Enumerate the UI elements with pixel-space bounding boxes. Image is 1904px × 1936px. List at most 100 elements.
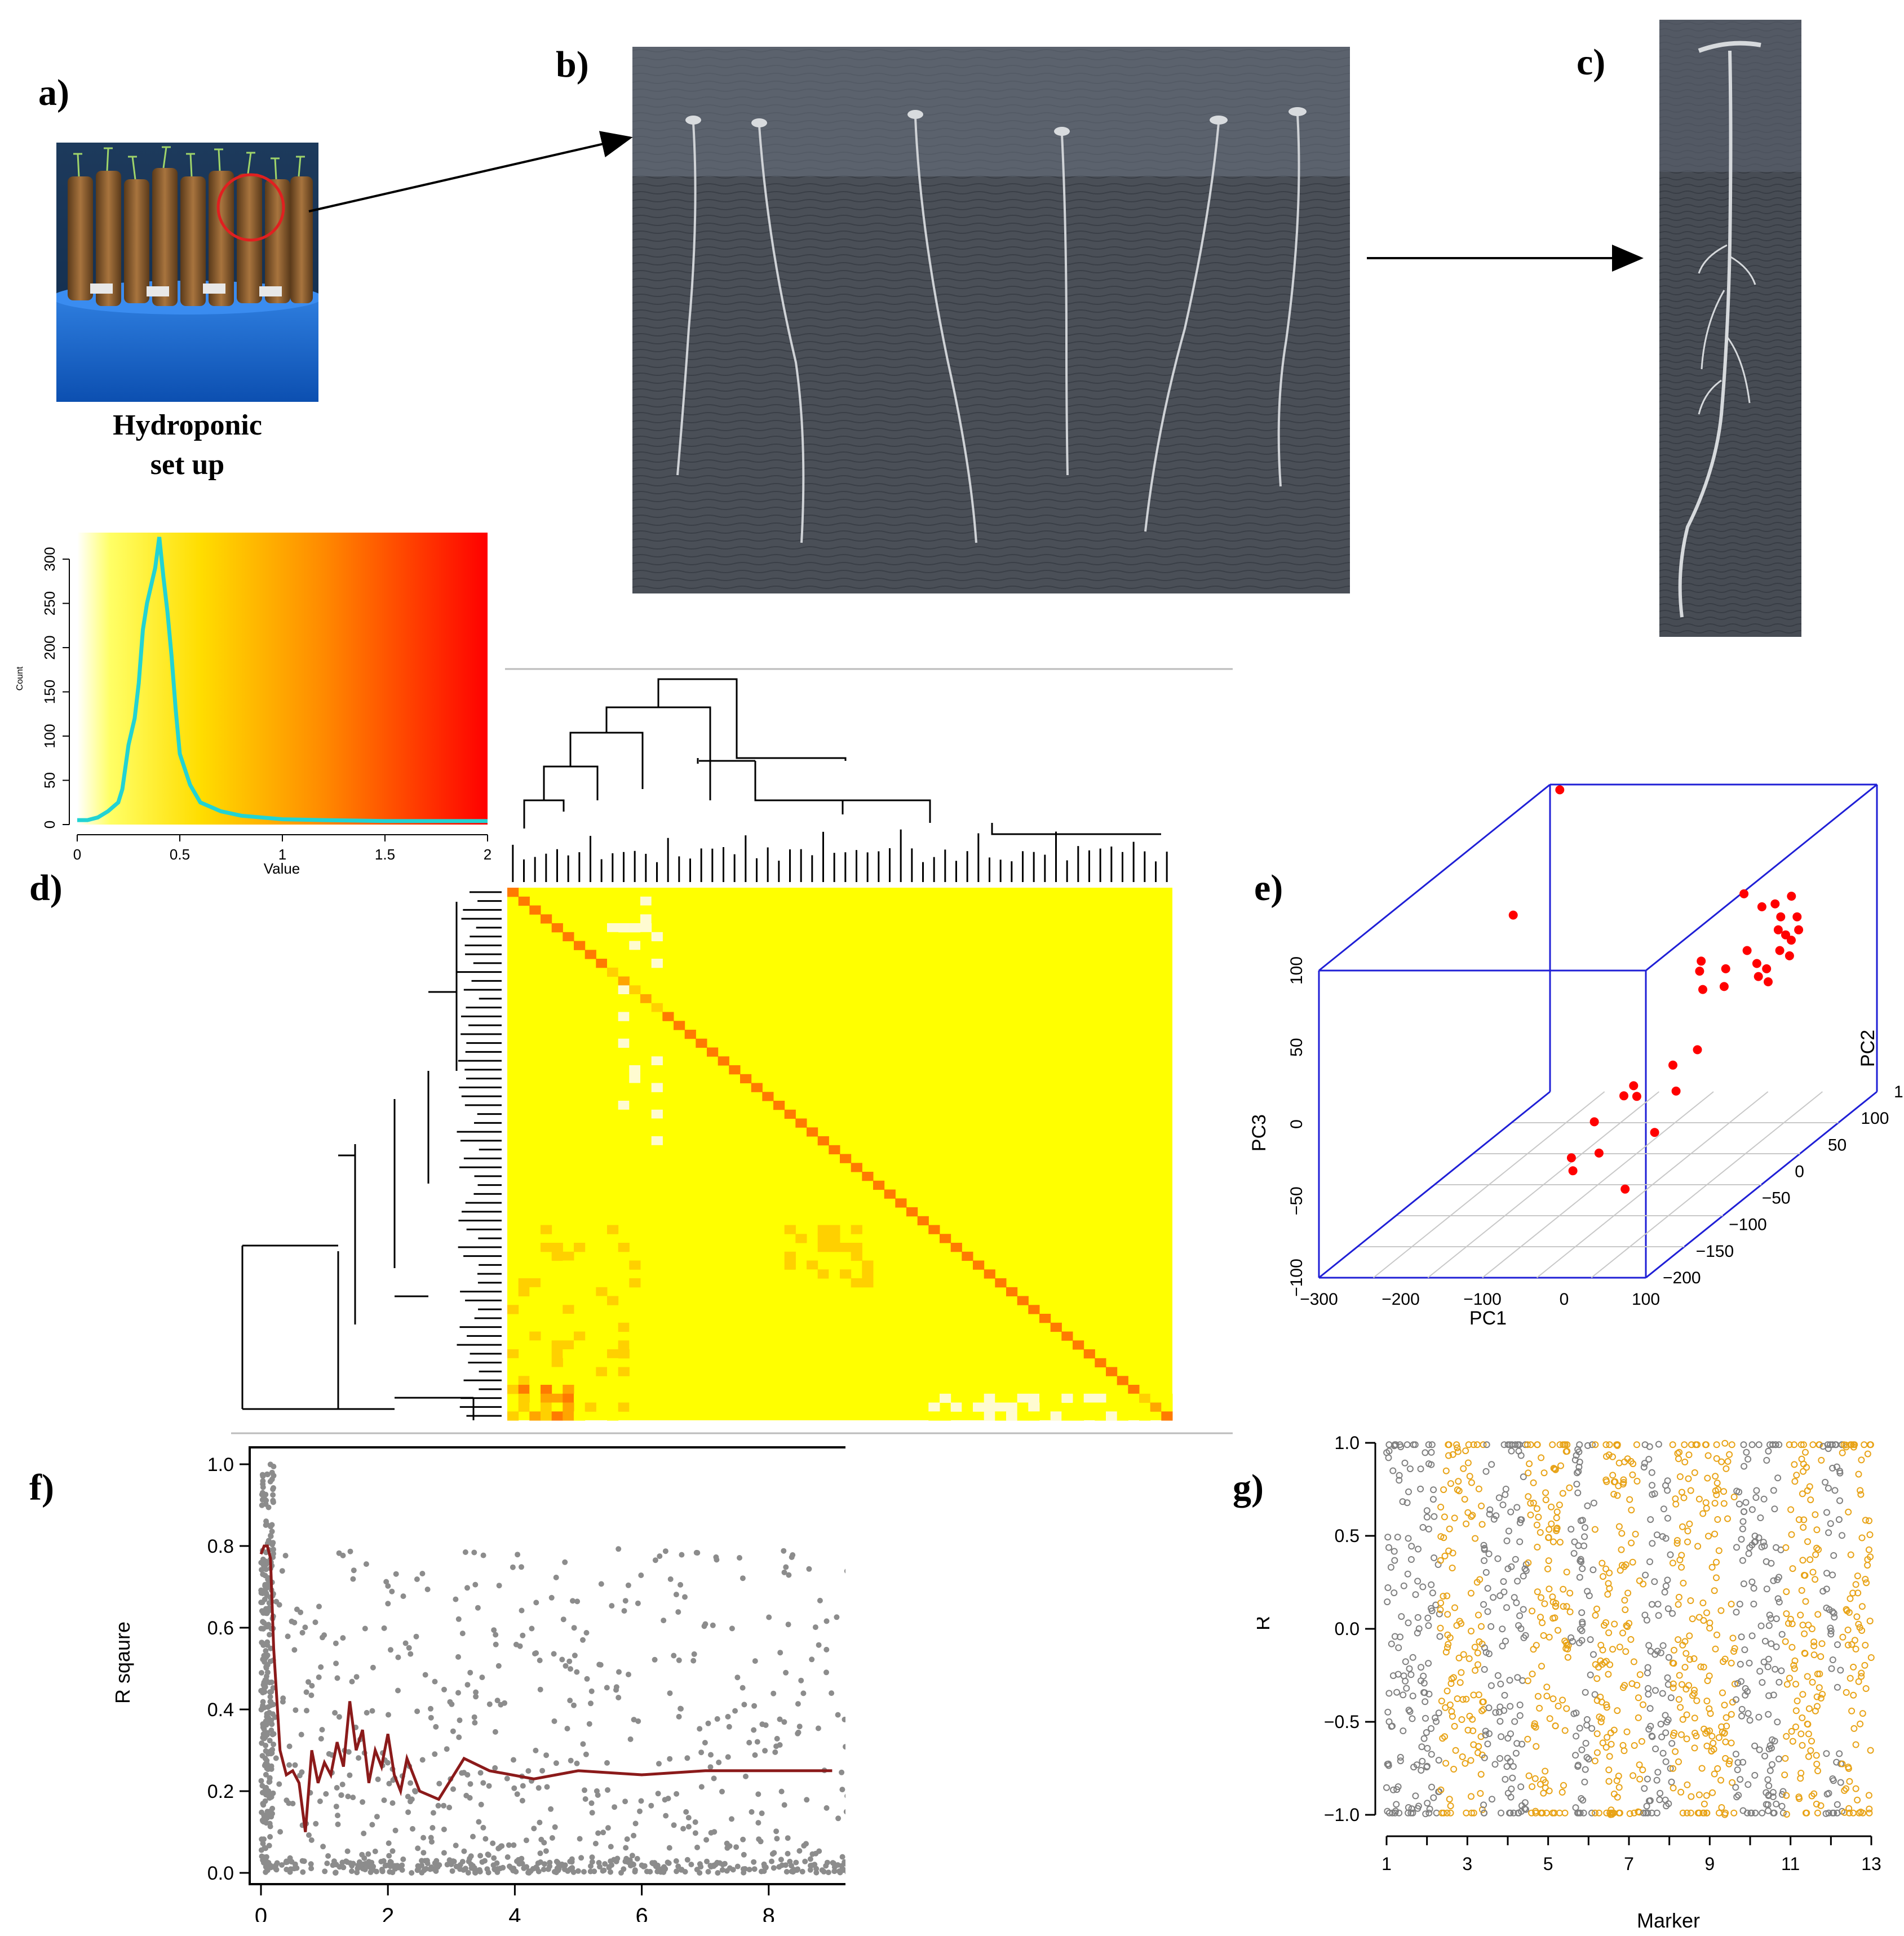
marker-point	[1662, 1535, 1670, 1542]
ld-point	[514, 1858, 520, 1864]
heatmap-cell	[551, 1393, 563, 1403]
ld-point	[263, 1845, 269, 1851]
marker-point	[1429, 1496, 1437, 1503]
ld-point	[446, 1857, 453, 1863]
ld-point	[572, 1653, 578, 1659]
marker-point	[1469, 1727, 1477, 1734]
top-dendro-branches	[523, 678, 1161, 835]
marker-point	[1738, 1705, 1746, 1713]
marker-point	[1464, 1726, 1472, 1734]
heatmap-cell	[862, 1260, 874, 1270]
marker-point	[1744, 1781, 1752, 1788]
marker-point	[1424, 1800, 1431, 1807]
marker-point	[1772, 1665, 1779, 1673]
marker-point	[1608, 1740, 1615, 1748]
ld-point	[734, 1863, 741, 1869]
heatmap-cell	[629, 905, 641, 915]
marker-point	[1764, 1801, 1772, 1808]
ld-point	[622, 1798, 628, 1805]
ld-point	[678, 1581, 684, 1588]
marker-point	[1785, 1620, 1792, 1627]
heatmap-cell	[651, 1065, 663, 1075]
marker-point	[1385, 1441, 1393, 1448]
marker-point	[1845, 1764, 1852, 1771]
ld-point	[349, 1678, 355, 1685]
marker-point	[1640, 1580, 1647, 1588]
marker-point	[1678, 1563, 1685, 1571]
ld-point	[652, 1557, 658, 1563]
marker-point	[1734, 1680, 1741, 1687]
pca-point	[1721, 964, 1730, 973]
marker-point	[1530, 1479, 1537, 1486]
heatmap-cell	[740, 1074, 752, 1084]
ld-point	[264, 1471, 270, 1477]
marker-point	[1569, 1638, 1576, 1645]
marker-point	[1630, 1772, 1637, 1779]
ld-point	[589, 1810, 595, 1816]
ld-point	[309, 1683, 315, 1689]
marker-point	[1658, 1733, 1666, 1740]
marker-point	[1779, 1809, 1787, 1817]
ld-point	[597, 1662, 604, 1668]
marker-point	[1801, 1650, 1809, 1657]
heatmap-cell	[1073, 1411, 1084, 1421]
marker-point	[1830, 1610, 1837, 1617]
marker-point	[1825, 1809, 1832, 1817]
marker-point	[1588, 1809, 1595, 1817]
arrow-a-to-b	[308, 131, 633, 212]
marker-point	[1580, 1542, 1588, 1549]
ld-point	[710, 1622, 716, 1628]
marker-point	[1542, 1767, 1549, 1775]
marker-point	[1454, 1448, 1462, 1455]
marker-point	[1485, 1550, 1493, 1557]
pca-point	[1566, 1153, 1576, 1163]
ld-point	[495, 1845, 502, 1851]
ld-point	[769, 1858, 774, 1864]
marker-point	[1420, 1735, 1428, 1742]
ld-trend-line	[259, 1544, 833, 1832]
marker-point	[1400, 1582, 1407, 1589]
marker-point	[1767, 1615, 1774, 1622]
marker-point	[1437, 1606, 1444, 1614]
marker-point	[1425, 1441, 1432, 1448]
heatmap-cell	[1061, 1411, 1073, 1421]
ld-point	[719, 1788, 725, 1795]
heatmap-cell	[640, 1047, 652, 1057]
marker-point	[1390, 1786, 1397, 1793]
marker-point	[1516, 1441, 1523, 1448]
heatmap-cell	[529, 1376, 541, 1385]
marker-point	[1387, 1563, 1394, 1571]
marker-point	[1412, 1792, 1419, 1800]
marker-point	[1473, 1579, 1481, 1586]
marker-point	[1422, 1698, 1429, 1705]
ld-point	[566, 1658, 573, 1664]
ld-point	[543, 1848, 549, 1854]
ld-point	[479, 1674, 485, 1681]
marker-point	[1548, 1520, 1555, 1527]
marker-point	[1400, 1691, 1407, 1699]
ld-point	[674, 1791, 680, 1797]
marker-point	[1862, 1642, 1869, 1649]
heatmap-cell	[541, 1376, 552, 1385]
ld-point	[741, 1702, 747, 1708]
marker-point	[1710, 1739, 1717, 1747]
marker-point	[1751, 1532, 1759, 1540]
heatmap-cell	[574, 1243, 586, 1252]
ld-point	[294, 1865, 300, 1871]
marker-point	[1810, 1651, 1818, 1659]
pca-xtick: 100	[1632, 1290, 1660, 1309]
histogram-ytick: 250	[41, 591, 58, 615]
ld-point	[715, 1870, 721, 1876]
marker-point	[1502, 1491, 1509, 1498]
marker-point	[1653, 1531, 1661, 1539]
ld-point	[551, 1651, 557, 1657]
marker-point	[1771, 1505, 1778, 1513]
marker-point	[1654, 1769, 1662, 1776]
marker-point	[1702, 1441, 1709, 1448]
ld-point	[667, 1690, 673, 1696]
pca-pc1-label: PC1	[1469, 1308, 1507, 1329]
ld-ytick: 0.6	[207, 1618, 234, 1639]
ld-point	[708, 1829, 714, 1836]
pca-point	[1762, 964, 1772, 973]
